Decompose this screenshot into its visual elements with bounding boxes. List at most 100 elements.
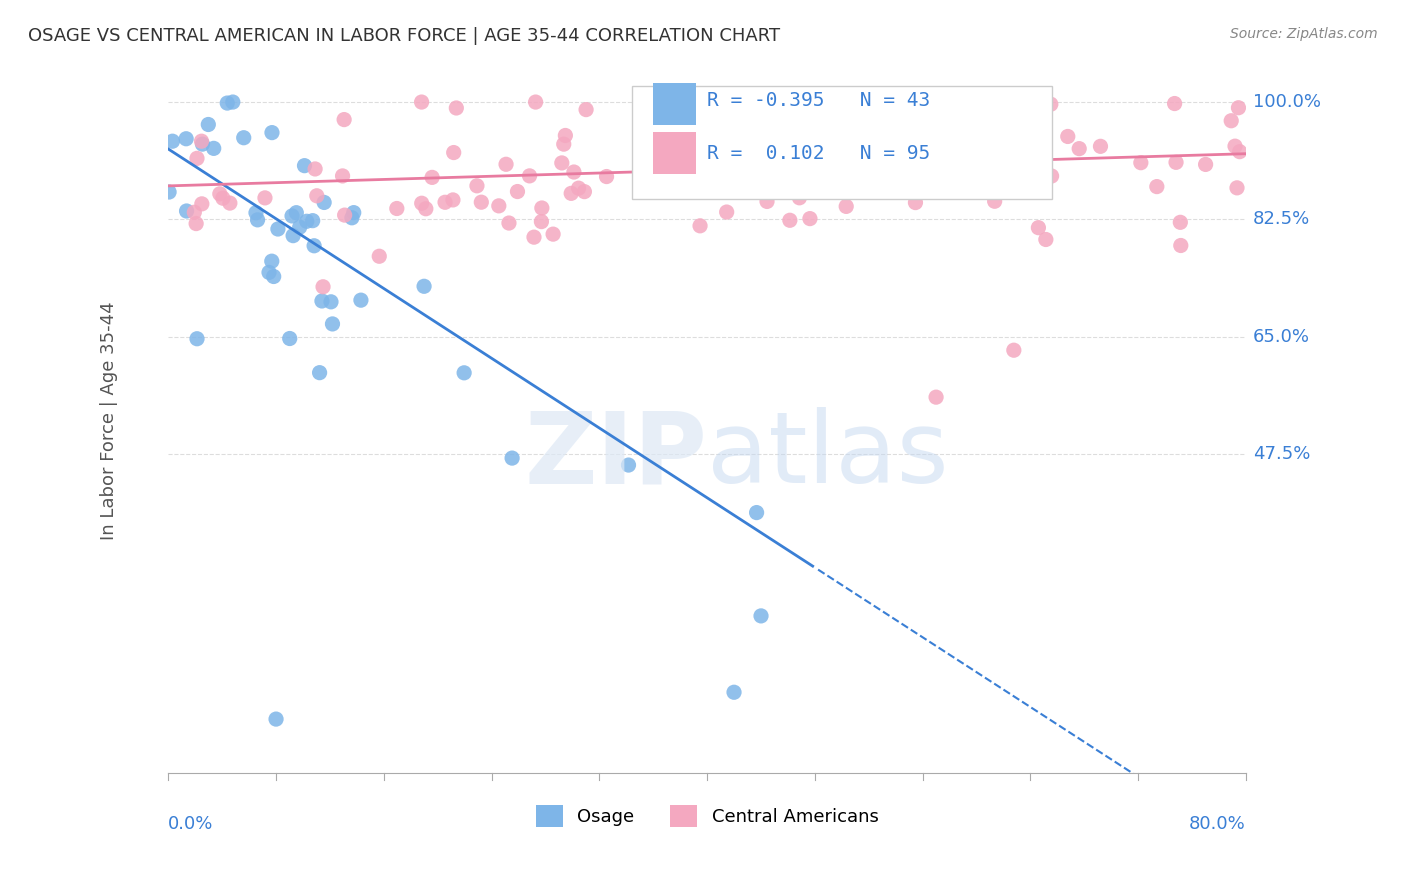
Point	[264, 712, 287, 726]
Text: 47.5%: 47.5%	[1253, 445, 1310, 463]
Point	[835, 199, 858, 213]
Bar	[654, 83, 696, 125]
Point	[434, 195, 457, 210]
Point	[443, 145, 465, 160]
Point	[519, 169, 541, 183]
Point	[744, 167, 766, 181]
Point	[295, 214, 318, 228]
Point	[1168, 215, 1191, 229]
Point	[333, 112, 356, 127]
Text: 65.0%: 65.0%	[1253, 327, 1309, 346]
Point	[222, 95, 245, 109]
Point	[1090, 139, 1112, 153]
Point	[1227, 101, 1250, 115]
Point	[495, 157, 517, 171]
Point	[186, 152, 208, 166]
Point	[470, 195, 492, 210]
Point	[749, 608, 772, 623]
Point	[1056, 129, 1078, 144]
Point	[305, 188, 328, 202]
Point	[311, 293, 333, 308]
Point	[191, 197, 214, 211]
Point	[1002, 343, 1025, 358]
Point	[524, 95, 547, 109]
Point	[1163, 96, 1185, 111]
Point	[263, 269, 285, 284]
Point	[745, 506, 768, 520]
Point	[1226, 181, 1249, 195]
Point	[343, 205, 366, 219]
Point	[301, 213, 323, 227]
Point	[385, 202, 408, 216]
Point	[1223, 139, 1246, 153]
Point	[506, 185, 529, 199]
Point	[304, 161, 326, 176]
Text: Source: ZipAtlas.com: Source: ZipAtlas.com	[1230, 27, 1378, 41]
Point	[1069, 142, 1091, 156]
Point	[340, 211, 363, 225]
Point	[925, 390, 948, 404]
Point	[845, 169, 868, 183]
Point	[294, 159, 316, 173]
Text: 82.5%: 82.5%	[1253, 211, 1310, 228]
Text: ZIP: ZIP	[524, 408, 707, 504]
Point	[498, 216, 520, 230]
Point	[267, 222, 290, 236]
Point	[157, 185, 180, 199]
Point	[186, 217, 208, 231]
Point	[541, 227, 564, 241]
Point	[617, 458, 640, 472]
Point	[197, 118, 219, 132]
Point	[312, 280, 335, 294]
Point	[713, 114, 735, 128]
Text: In Labor Force | Age 35-44: In Labor Force | Age 35-44	[100, 301, 118, 540]
Point	[415, 202, 437, 216]
Point	[446, 101, 468, 115]
Point	[232, 130, 254, 145]
Point	[872, 154, 894, 169]
Point	[560, 186, 582, 201]
Point	[799, 211, 821, 226]
Point	[413, 279, 436, 293]
Legend: Osage, Central Americans: Osage, Central Americans	[529, 797, 886, 834]
Point	[174, 132, 197, 146]
Point	[186, 332, 208, 346]
Point	[253, 191, 276, 205]
Point	[212, 191, 235, 205]
Point	[983, 194, 1005, 209]
Point	[217, 96, 239, 111]
Point	[350, 293, 373, 308]
Point	[162, 134, 184, 148]
Point	[851, 176, 873, 190]
Point	[779, 213, 801, 227]
Point	[574, 185, 596, 199]
Point	[1039, 97, 1062, 112]
Point	[1035, 232, 1057, 246]
Point	[501, 451, 523, 466]
Point	[800, 104, 823, 119]
Point	[488, 199, 510, 213]
Point	[756, 194, 779, 209]
Point	[257, 265, 280, 279]
Point	[453, 366, 475, 380]
Point	[1028, 220, 1050, 235]
Point	[1220, 113, 1243, 128]
Text: 100.0%: 100.0%	[1253, 93, 1320, 112]
Text: 80.0%: 80.0%	[1189, 815, 1246, 833]
Point	[894, 162, 917, 177]
Point	[1146, 179, 1168, 194]
Point	[441, 193, 464, 207]
Point	[1229, 145, 1251, 159]
Point	[554, 128, 576, 143]
Text: R =  0.102   N = 95: R = 0.102 N = 95	[707, 144, 931, 162]
Point	[523, 230, 546, 244]
Point	[562, 165, 585, 179]
Point	[904, 195, 927, 210]
Point	[314, 195, 336, 210]
Point	[530, 214, 553, 228]
Point	[898, 95, 921, 109]
Point	[411, 95, 433, 109]
Point	[1164, 155, 1187, 169]
Text: atlas: atlas	[707, 408, 949, 504]
Point	[1040, 169, 1063, 183]
